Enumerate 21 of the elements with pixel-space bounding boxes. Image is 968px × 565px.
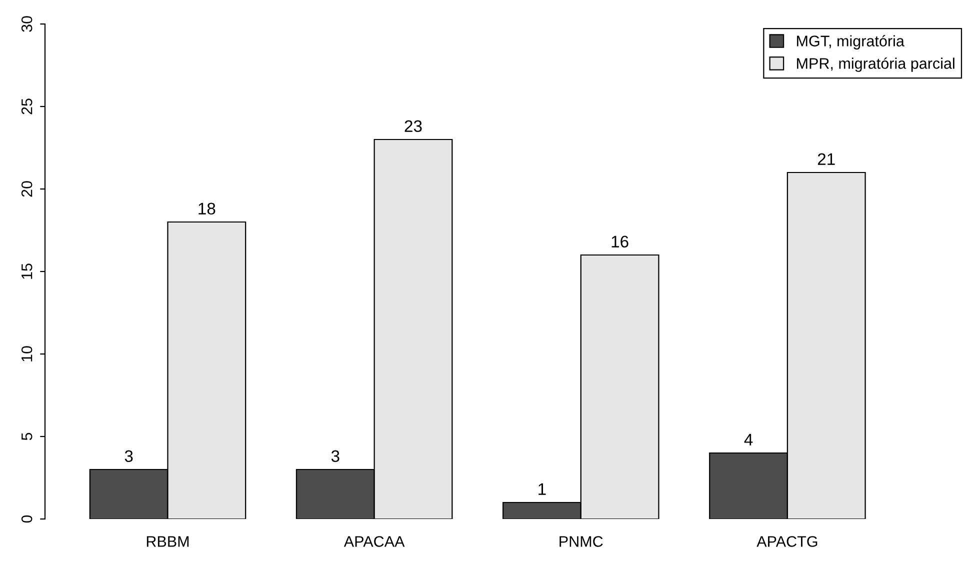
- data-label: 21: [818, 153, 835, 165]
- data-label: 1: [538, 483, 546, 495]
- data-label: 23: [404, 120, 422, 132]
- y-tick-label: 30: [21, 16, 32, 32]
- data-label: 4: [744, 434, 753, 446]
- x-tick-label: APACAA: [344, 536, 405, 547]
- y-tick-label: 10: [21, 346, 32, 362]
- y-tick-label: 5: [22, 432, 32, 440]
- data-label: 18: [198, 202, 216, 215]
- y-tick-label: 20: [21, 181, 32, 197]
- x-tick-label: APACTG: [756, 536, 818, 547]
- data-label: 3: [331, 450, 340, 462]
- y-tick-label: 0: [21, 515, 32, 523]
- data-label: 3: [124, 450, 133, 462]
- legend-label: MPR, migratória parcial: [797, 57, 954, 72]
- legend-label: MGT, migratória: [797, 35, 904, 50]
- x-tick-label: PNMC: [560, 536, 603, 547]
- x-tick-label: RBBM: [146, 536, 189, 547]
- y-tick-label: 25: [21, 98, 32, 114]
- y-tick-label: 15: [22, 264, 32, 279]
- data-label: 16: [612, 236, 628, 248]
